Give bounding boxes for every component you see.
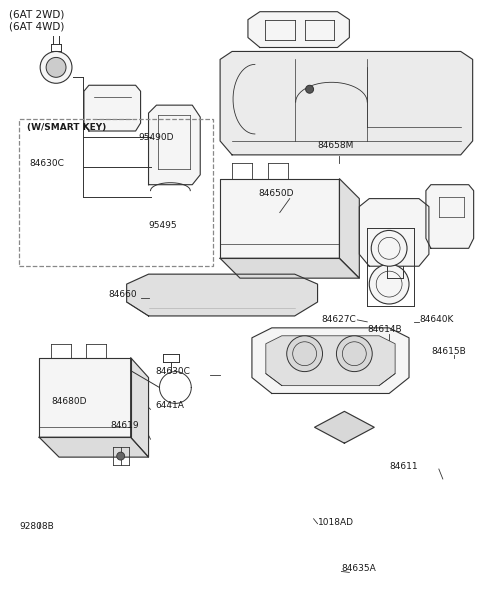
Text: 84630C: 84630C (156, 367, 191, 376)
Text: 84660: 84660 (109, 290, 137, 299)
Text: 84611: 84611 (389, 462, 418, 470)
Text: 84680D: 84680D (51, 397, 86, 406)
Text: 95495: 95495 (148, 221, 177, 230)
Circle shape (40, 52, 72, 83)
Polygon shape (39, 358, 131, 437)
Polygon shape (339, 179, 360, 278)
Polygon shape (426, 185, 474, 248)
Text: 84630C: 84630C (29, 159, 64, 168)
Polygon shape (220, 179, 339, 258)
Text: 84627C: 84627C (322, 315, 356, 324)
Text: 84615B: 84615B (431, 347, 466, 356)
Polygon shape (220, 258, 360, 278)
Polygon shape (252, 328, 409, 393)
Text: 84619: 84619 (111, 421, 139, 430)
Text: 84635A: 84635A (341, 564, 376, 573)
Polygon shape (220, 52, 473, 155)
Bar (19, 119, 213, 266)
Circle shape (117, 452, 125, 460)
Polygon shape (314, 411, 374, 443)
Circle shape (46, 58, 66, 78)
Polygon shape (127, 274, 318, 316)
Polygon shape (84, 85, 141, 131)
Text: (6AT 2WD)
(6AT 4WD): (6AT 2WD) (6AT 4WD) (9, 10, 65, 32)
Text: 84614B: 84614B (367, 325, 402, 335)
Polygon shape (39, 437, 148, 457)
Polygon shape (248, 12, 349, 47)
Circle shape (336, 336, 372, 371)
Circle shape (371, 230, 407, 266)
Text: 84640K: 84640K (419, 315, 453, 324)
Polygon shape (148, 105, 200, 185)
Text: 1018AD: 1018AD (318, 518, 354, 527)
Text: 92808B: 92808B (19, 522, 54, 531)
Circle shape (287, 336, 323, 371)
Circle shape (369, 264, 409, 304)
Polygon shape (360, 199, 429, 266)
Circle shape (306, 85, 313, 93)
Text: (W/SMART KEY): (W/SMART KEY) (27, 123, 107, 132)
Text: 84650D: 84650D (258, 189, 293, 198)
Text: 95490D: 95490D (139, 133, 174, 142)
Polygon shape (131, 358, 148, 457)
Polygon shape (266, 336, 395, 385)
Text: 6441A: 6441A (156, 401, 184, 410)
Text: 84658M: 84658M (318, 141, 354, 150)
